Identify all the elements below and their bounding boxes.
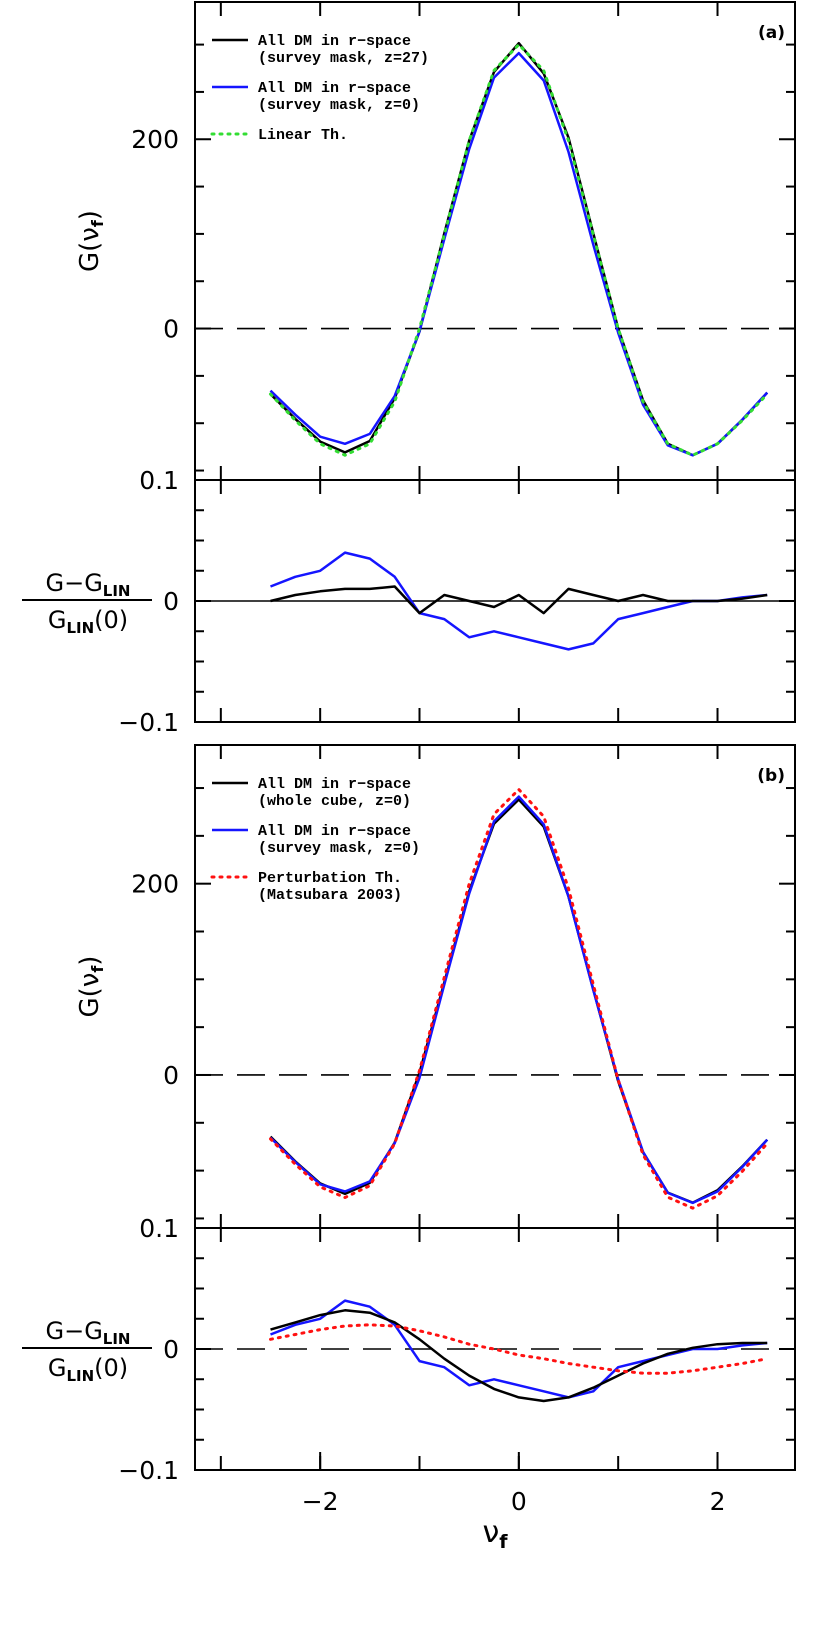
label-part: (0)	[94, 606, 128, 634]
legend-label: (whole cube, z=0)	[258, 793, 411, 810]
label-part: G−G	[45, 1317, 102, 1345]
panel-label: (b)	[757, 766, 785, 786]
x-tick-label: 2	[710, 1487, 726, 1516]
legend-label: Linear Th.	[258, 127, 348, 144]
y-axis-label-numerator: G−GLIN	[45, 1317, 130, 1348]
x-axis-label: νf	[482, 1515, 508, 1553]
legend-label: (Matsubara 2003)	[258, 887, 402, 904]
label-subscript: LIN	[66, 619, 94, 637]
y-axis-label-denominator: GLIN(0)	[48, 606, 128, 637]
label-part: )	[75, 956, 105, 966]
label-subscript: LIN	[103, 582, 131, 600]
series-line	[269, 788, 769, 1210]
series-line	[269, 51, 769, 457]
series-line	[269, 43, 769, 457]
label-subscript: f	[88, 965, 107, 973]
y-tick-label: −0.1	[118, 708, 179, 737]
series-line	[269, 795, 769, 1205]
y-tick-label: 0.1	[139, 466, 179, 495]
legend-label: All DM in r−space	[258, 80, 411, 97]
label-subscript: LIN	[66, 1367, 94, 1385]
legend-label: All DM in r−space	[258, 823, 411, 840]
series-line	[270, 1309, 768, 1403]
panel-label: (a)	[758, 23, 785, 43]
x-tick-label: 0	[511, 1487, 527, 1516]
y-axis-label: G(νf)	[75, 956, 107, 1018]
y-tick-label: 0	[163, 315, 179, 344]
label-part: G−G	[45, 569, 102, 597]
label-subscript: f	[88, 219, 107, 227]
y-axis-label-denominator: GLIN(0)	[48, 1354, 128, 1385]
legend-label: All DM in r−space	[258, 33, 411, 50]
plot-frame	[194, 744, 796, 1229]
y-axis-label-numerator: G−GLIN	[45, 569, 130, 600]
y-tick-label: 200	[131, 125, 179, 154]
label-part: (0)	[94, 1354, 128, 1382]
legend-label: (survey mask, z=27)	[258, 50, 429, 67]
y-tick-label: 0.1	[139, 1214, 179, 1243]
label-part: ν	[482, 1515, 499, 1550]
y-tick-label: 0	[163, 1061, 179, 1090]
y-tick-label: −0.1	[118, 1456, 179, 1485]
y-tick-label: 0	[163, 587, 179, 616]
label-subscript: LIN	[103, 1330, 131, 1348]
y-tick-label: 0	[163, 1335, 179, 1364]
label-part: G	[48, 606, 67, 634]
label-part: )	[75, 210, 105, 220]
series-line	[269, 798, 769, 1204]
label-part: G(ν	[75, 973, 105, 1018]
legend-label: (survey mask, z=0)	[258, 97, 420, 114]
label-part: G(ν	[75, 227, 105, 272]
legend-label: Perturbation Th.	[258, 870, 402, 887]
series-line	[270, 551, 768, 651]
label-subscript: f	[499, 1531, 508, 1553]
label-part: G	[48, 1354, 67, 1382]
y-axis-label: G(νf)	[75, 210, 107, 272]
legend-label: (survey mask, z=0)	[258, 840, 420, 857]
series-line	[270, 585, 768, 615]
x-tick-label: −2	[302, 1487, 339, 1516]
legend-label: All DM in r−space	[258, 776, 411, 793]
y-tick-label: 200	[131, 870, 179, 899]
